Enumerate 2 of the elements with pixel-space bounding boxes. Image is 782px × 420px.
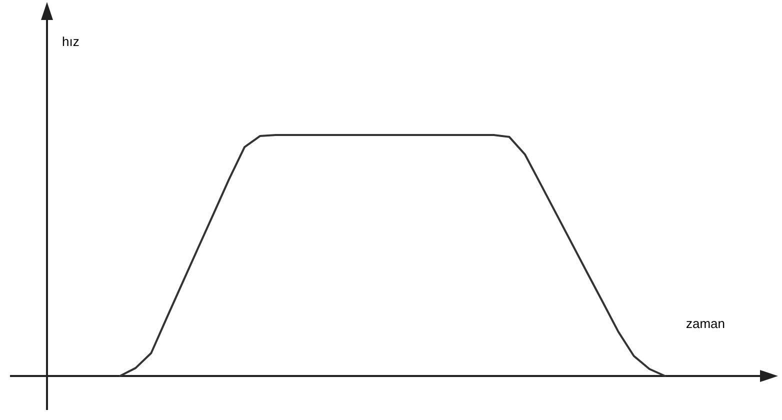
text: zaman: [686, 316, 726, 331]
text: hız: [62, 34, 80, 49]
